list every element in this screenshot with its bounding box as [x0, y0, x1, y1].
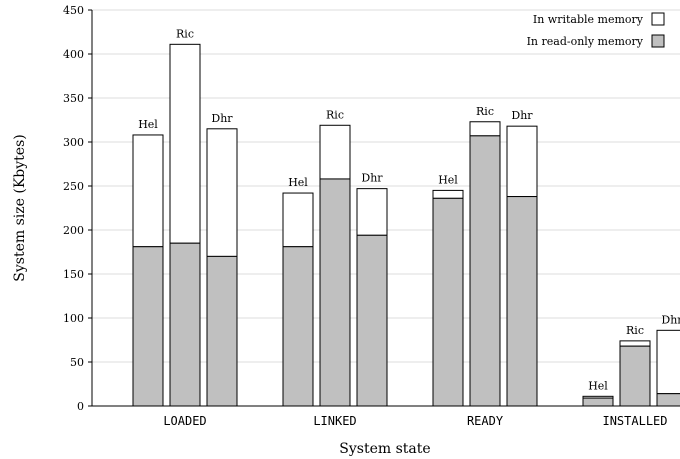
bar-label: Hel — [138, 118, 158, 131]
bar-label: Ric — [626, 324, 644, 337]
bar-label: Hel — [588, 379, 608, 392]
bar-readonly-ready-dhr — [506, 196, 538, 407]
y-tick-label: 400 — [63, 48, 84, 61]
bar-readonly-installed-dhr — [656, 393, 680, 407]
y-axis-ticks: 0 50 100 150 200 250 300 350 400 450 — [63, 4, 92, 413]
bar-writable-ready-ric — [469, 121, 501, 137]
bar-readonly-linked-dhr — [356, 234, 388, 407]
bar-label: Hel — [438, 173, 458, 186]
bar-writable-linked-ric — [319, 124, 351, 180]
bar-label: Dhr — [361, 172, 383, 185]
x-tick-label: INSTALLED — [602, 414, 667, 428]
y-axis-title: System size (Kbytes) — [12, 134, 28, 281]
y-tick-label: 200 — [63, 224, 84, 237]
y-tick-label: 450 — [63, 4, 84, 17]
legend-label: In writable memory — [533, 13, 644, 26]
bar-label: Hel — [288, 176, 308, 189]
bar-readonly-ready-ric — [469, 135, 501, 407]
x-axis-title: System state — [339, 441, 430, 457]
bar-readonly-installed-hel — [582, 397, 614, 407]
x-tick-label: READY — [467, 414, 504, 428]
bar-readonly-loaded-ric — [169, 242, 201, 407]
bar-writable-linked-hel — [282, 192, 314, 248]
legend-swatch — [651, 12, 665, 26]
legend-swatch — [651, 34, 665, 48]
x-tick-label: LOADED — [163, 414, 206, 428]
bar-label: Ric — [326, 108, 344, 121]
bar-readonly-ready-hel — [432, 197, 464, 407]
bar-writable-ready-hel — [432, 189, 464, 199]
bar-label: Dhr — [511, 109, 533, 122]
y-tick-label: 250 — [63, 180, 84, 193]
bar-readonly-linked-hel — [282, 246, 314, 407]
bar-writable-installed-dhr — [656, 329, 680, 395]
bar-writable-loaded-ric — [169, 43, 201, 244]
y-tick-label: 350 — [63, 92, 84, 105]
bar-writable-linked-dhr — [356, 188, 388, 236]
x-tick-label: LINKED — [313, 414, 356, 428]
bar-readonly-loaded-dhr — [206, 255, 238, 407]
bar-label: Dhr — [661, 313, 680, 326]
bar-readonly-linked-ric — [319, 178, 351, 407]
legend-label: In read-only memory — [527, 35, 644, 48]
legend: In writable memory In read-only memory — [527, 12, 665, 48]
bars: Hel Ric Dhr Hel Ric Dhr Hel Ric Dhr Hel Ric Dhr — [132, 27, 680, 407]
bar-label: Ric — [176, 27, 194, 40]
bar-writable-installed-ric — [619, 340, 651, 347]
bar-readonly-loaded-hel — [132, 246, 164, 407]
bar-label: Ric — [476, 105, 494, 118]
y-tick-label: 50 — [70, 356, 84, 369]
bar-readonly-installed-ric — [619, 345, 651, 407]
bar-writable-loaded-hel — [132, 134, 164, 248]
x-axis-ticks: LOADED LINKED READY INSTALLED — [163, 414, 667, 428]
bar-label: Dhr — [211, 112, 233, 125]
y-tick-label: 300 — [63, 136, 84, 149]
y-tick-label: 100 — [63, 312, 84, 325]
bar-writable-loaded-dhr — [206, 128, 238, 257]
bar-writable-ready-dhr — [506, 125, 538, 198]
y-tick-label: 0 — [77, 400, 84, 413]
y-tick-label: 150 — [63, 268, 84, 281]
